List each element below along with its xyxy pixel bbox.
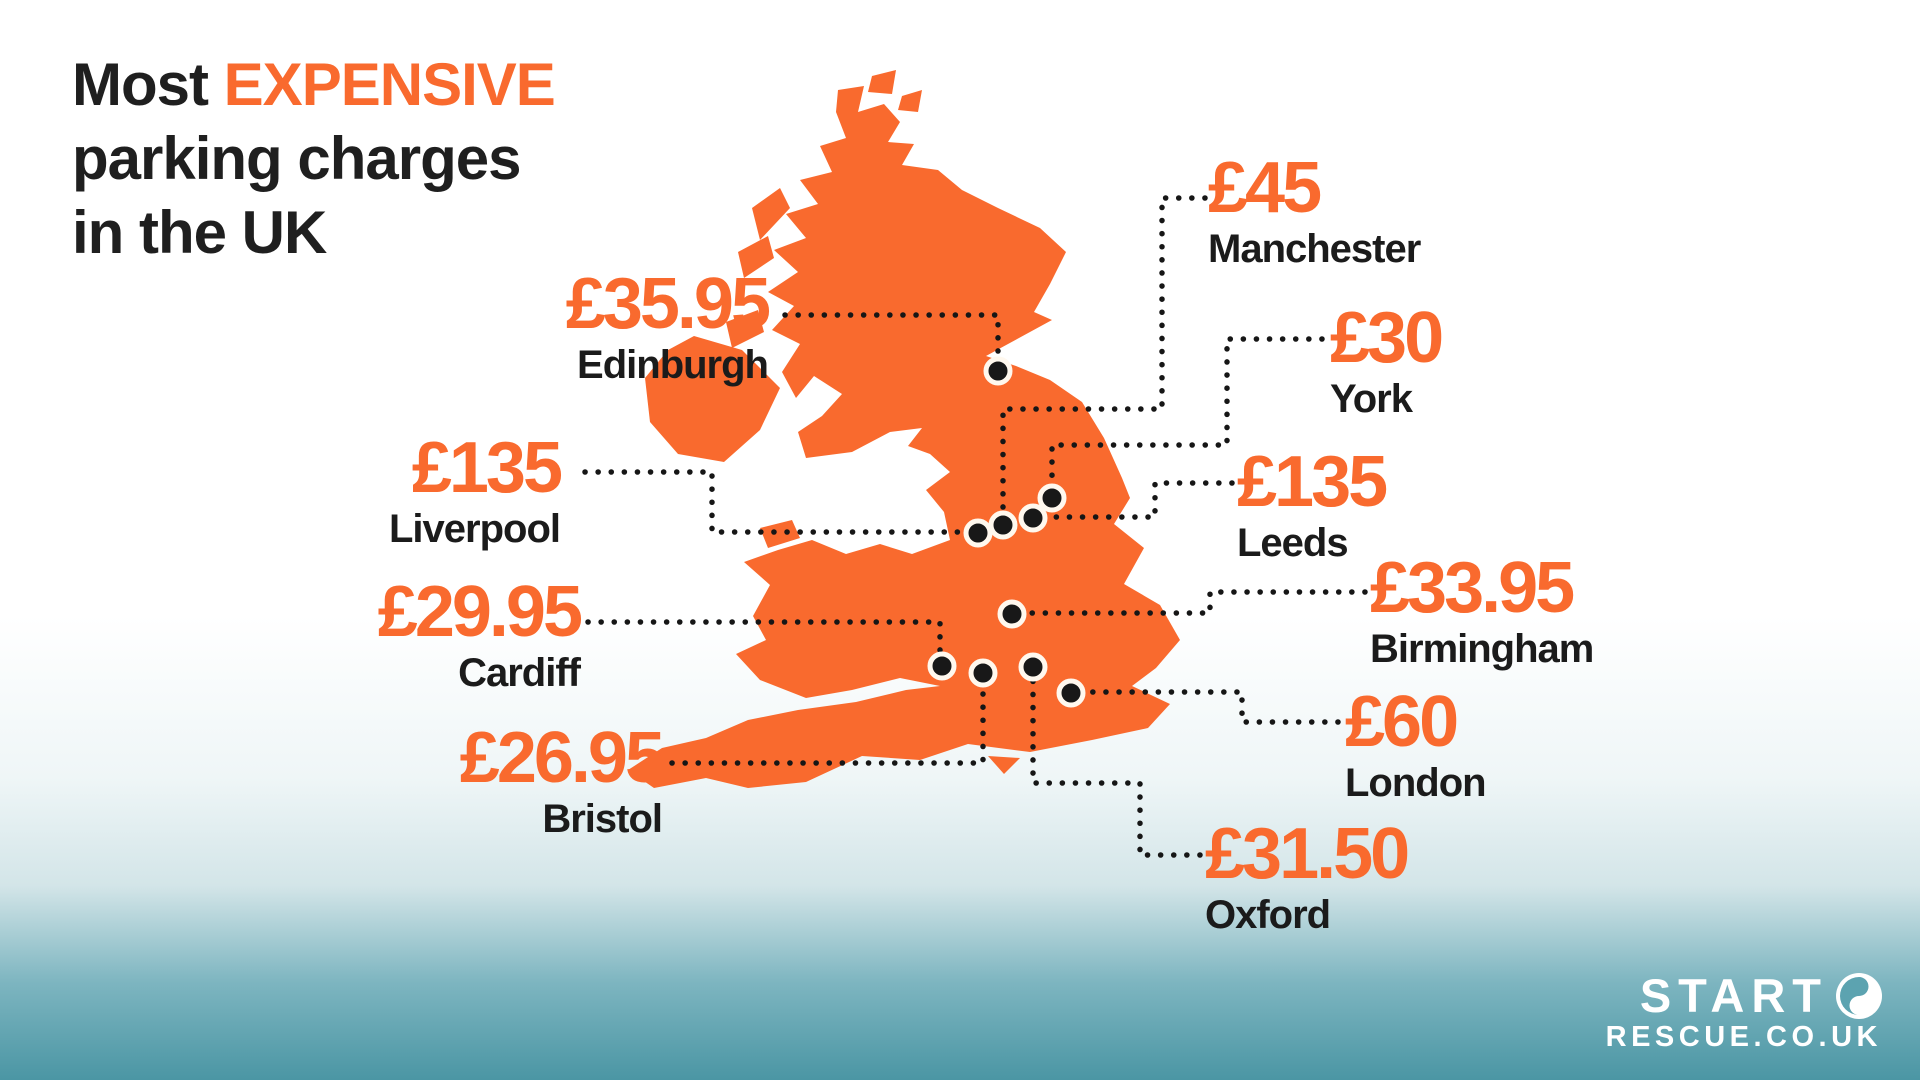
page-title: Most EXPENSIVE parking charges in the UK — [72, 48, 556, 270]
label-bristol: £26.95 Bristol — [459, 718, 665, 842]
connector-manchester-line — [1000, 195, 1208, 522]
marker-oxford-dot — [1018, 652, 1048, 682]
logo-start-text: START — [1639, 969, 1828, 1022]
logo-domain-text: RESCUE.CO.UK — [1605, 1021, 1882, 1053]
city-cardiff: Cardiff — [458, 651, 581, 695]
city-leeds: Leeds — [1237, 521, 1349, 565]
label-edinburgh: £35.95 Edinburgh — [565, 264, 771, 388]
title-prefix: Most — [72, 51, 224, 118]
title-line-2: parking charges — [72, 125, 522, 192]
connector-birmingham-line — [1016, 589, 1368, 616]
city-oxford: Oxford — [1205, 893, 1331, 937]
label-birmingham: £33.95 Birmingham — [1370, 548, 1594, 672]
city-birmingham: Birmingham — [1370, 627, 1594, 671]
uk-mainland-shape — [628, 86, 1180, 788]
connector-bristol-line — [669, 677, 986, 766]
connector-liverpool-line — [582, 469, 975, 535]
logo-swoosh-icon — [1836, 972, 1882, 1019]
marker-manchester-dot — [988, 510, 1018, 540]
price-london: £60 — [1345, 682, 1459, 762]
connector-london-line — [1075, 689, 1341, 725]
title-line-1: Most EXPENSIVE — [72, 48, 556, 122]
marker-liverpool-dot — [963, 518, 993, 548]
label-liverpool: £135 Liverpool — [388, 428, 563, 552]
price-birmingham: £33.95 — [1370, 548, 1575, 628]
brand-logo: START RESCUE.CO.UK — [1606, 972, 1882, 1052]
connector-edinburgh-line — [782, 312, 1001, 371]
price-leeds: £135 — [1237, 442, 1388, 522]
label-london: £60 London — [1345, 682, 1487, 806]
northern-ireland-shape — [645, 336, 780, 462]
label-cardiff: £29.95 Cardiff — [377, 572, 583, 696]
city-edinburgh: Edinburgh — [577, 343, 769, 387]
title-line-3: in the UK — [72, 199, 327, 266]
label-leeds: £135 Leeds — [1237, 442, 1388, 566]
label-manchester: £45 Manchester — [1208, 148, 1421, 272]
city-york: York — [1330, 377, 1413, 421]
price-manchester: £45 — [1208, 148, 1322, 228]
price-cardiff: £29.95 — [377, 572, 583, 652]
city-bristol: Bristol — [542, 797, 663, 841]
connector-york-line — [1049, 336, 1325, 495]
marker-york-dot — [1037, 483, 1067, 513]
marker-bristol-dot — [968, 658, 998, 688]
title-highlight: EXPENSIVE — [223, 51, 556, 118]
marker-leeds-dot — [1018, 503, 1048, 533]
connector-leeds-line — [1037, 480, 1235, 520]
city-liverpool: Liverpool — [388, 507, 561, 551]
marker-cardiff-dot — [927, 651, 957, 681]
price-bristol: £26.95 — [459, 718, 665, 798]
price-york: £30 — [1330, 298, 1444, 378]
connector-cardiff-line — [585, 619, 943, 663]
price-edinburgh: £35.95 — [565, 264, 771, 344]
city-london: London — [1345, 761, 1487, 805]
label-york: £30 York — [1330, 298, 1444, 422]
marker-edinburgh-dot — [983, 356, 1013, 386]
connector-oxford-line — [1030, 671, 1203, 858]
price-oxford: £31.50 — [1205, 814, 1410, 894]
price-liverpool: £135 — [411, 428, 563, 508]
marker-birmingham-dot — [997, 599, 1027, 629]
label-oxford: £31.50 Oxford — [1205, 814, 1410, 938]
marker-london-dot — [1056, 678, 1086, 708]
city-manchester: Manchester — [1208, 227, 1421, 271]
